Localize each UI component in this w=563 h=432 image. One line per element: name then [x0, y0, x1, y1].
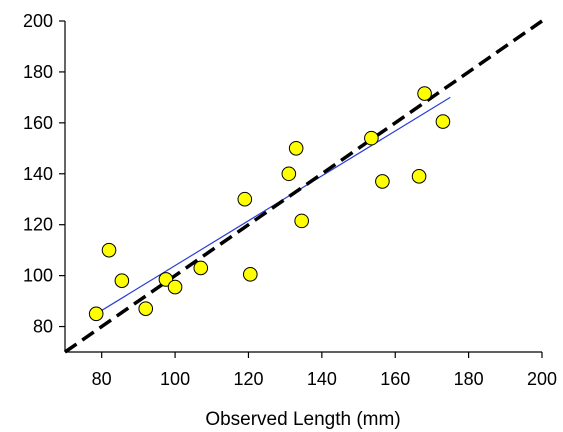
x-tick-label: 160 — [380, 369, 410, 389]
y-tick-label: 180 — [23, 62, 53, 82]
data-point — [435, 114, 451, 129]
y-tick-label: 160 — [23, 113, 53, 133]
x-axis-title: Observed Length (mm) — [205, 409, 400, 430]
one-to-one-line — [64, 19, 543, 354]
axes — [59, 20, 543, 358]
tick-labels: 80 100 120 140 160 180 200 80 100 120 140 160 180 200 — [23, 11, 557, 389]
x-tick-label: 120 — [233, 369, 263, 389]
data-point — [193, 260, 209, 276]
y-tick-label: 120 — [23, 215, 53, 235]
data-point — [101, 242, 117, 258]
data-point — [88, 306, 104, 322]
points-layer — [88, 86, 451, 322]
data-point — [114, 273, 130, 289]
y-tick-label: 200 — [23, 11, 53, 31]
data-point — [294, 213, 309, 229]
y-tick-label: 100 — [23, 266, 53, 286]
data-point — [364, 130, 379, 146]
x-tick-label: 180 — [454, 369, 484, 389]
y-tick-label: 80 — [33, 317, 53, 337]
data-point — [411, 169, 427, 184]
x-tick-label: 200 — [527, 369, 557, 389]
data-point — [375, 174, 390, 189]
x-tick-label: 140 — [307, 369, 337, 389]
lines-layer — [64, 19, 543, 354]
x-tick-label: 100 — [160, 369, 190, 389]
y-tick-label: 140 — [23, 164, 53, 184]
data-point — [138, 301, 154, 317]
data-point — [167, 279, 183, 295]
data-point — [281, 166, 297, 182]
x-tick-label: 80 — [92, 369, 112, 389]
data-point — [237, 191, 253, 207]
data-point — [242, 267, 258, 282]
data-point — [417, 86, 432, 101]
data-point — [288, 141, 304, 156]
